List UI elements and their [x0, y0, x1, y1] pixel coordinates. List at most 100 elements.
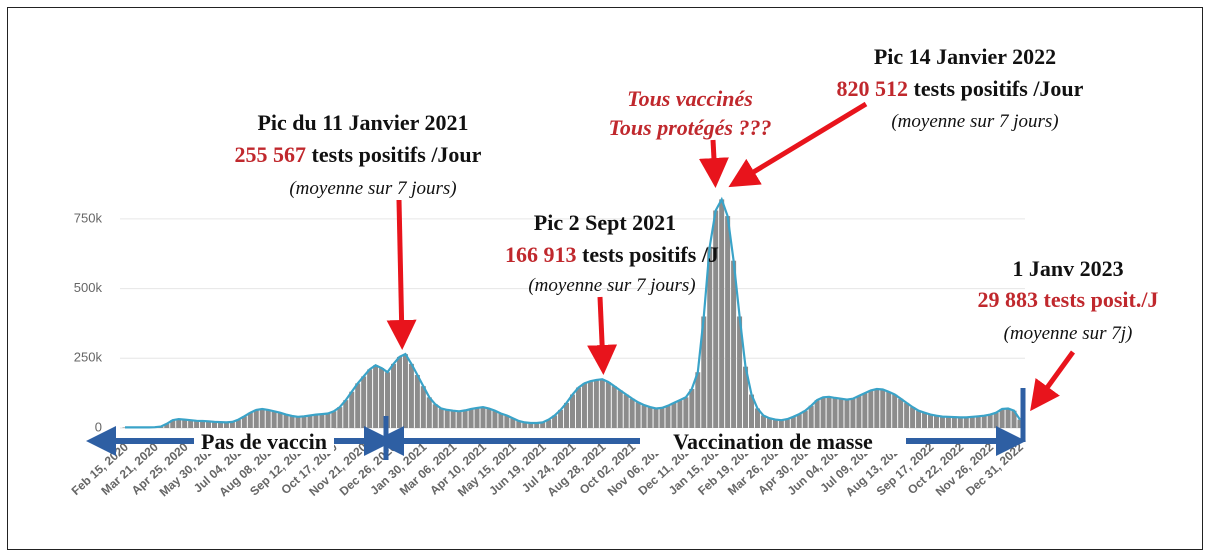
bar — [307, 415, 313, 428]
bar — [647, 407, 653, 428]
bar — [677, 400, 683, 428]
bar — [581, 383, 587, 428]
bar — [564, 402, 570, 428]
bar — [206, 421, 212, 428]
y-tick-label: 500k — [74, 280, 103, 295]
bar — [259, 409, 265, 428]
bar — [993, 412, 999, 428]
annotation-title: Pic 14 Janvier 2022 — [874, 44, 1056, 69]
bar — [641, 405, 647, 428]
bar — [528, 422, 534, 428]
bar — [868, 390, 874, 428]
bar — [534, 422, 540, 428]
bar — [385, 372, 391, 428]
bar — [361, 376, 367, 428]
bar — [176, 419, 182, 428]
bar — [271, 411, 277, 428]
frame — [7, 7, 1203, 550]
bar — [432, 404, 438, 428]
bar — [504, 415, 510, 428]
bar — [874, 388, 880, 428]
bar — [337, 407, 343, 428]
annotation-text: tests positifs /Jour — [914, 76, 1084, 101]
annotation-title: 1 Janv 2023 — [1012, 256, 1123, 281]
bar — [969, 416, 975, 428]
annotation-line: Tous vaccinés — [627, 86, 753, 111]
bar — [575, 387, 581, 428]
bar — [701, 316, 707, 428]
bar — [546, 419, 552, 428]
bar — [474, 407, 480, 428]
bar — [462, 410, 468, 428]
annotation-number: 255 567 — [235, 142, 307, 167]
bar — [253, 409, 259, 428]
bar — [623, 394, 629, 428]
bar — [325, 413, 331, 428]
bar — [862, 393, 868, 428]
bar — [456, 411, 462, 428]
bar — [170, 420, 176, 428]
bar — [182, 419, 188, 428]
bar — [516, 421, 522, 428]
bar — [599, 379, 605, 428]
bar — [331, 411, 337, 428]
annotation-line: 255 567 tests positifs /Jour — [235, 142, 482, 167]
bar — [671, 402, 677, 428]
bar — [886, 391, 892, 428]
annotation-line: 166 913 tests positifs /J — [505, 242, 719, 267]
bar — [898, 398, 904, 428]
y-tick-label: 0 — [95, 419, 102, 434]
bar — [319, 414, 325, 428]
average-line — [125, 196, 1021, 429]
annotation-title: Pic du 11 Janvier 2021 — [257, 110, 468, 135]
bar — [653, 408, 659, 428]
bar — [689, 388, 695, 428]
bar — [420, 386, 426, 428]
bar — [265, 409, 271, 428]
bar — [241, 416, 247, 428]
bar — [223, 422, 229, 428]
bar — [737, 316, 743, 428]
bar — [975, 416, 981, 428]
arrow — [386, 199, 417, 350]
bar — [922, 412, 928, 428]
bar — [856, 395, 862, 428]
bar — [444, 409, 450, 428]
annotation-number: 166 913 — [505, 242, 577, 267]
red-arrows — [386, 101, 1076, 412]
bar — [665, 405, 671, 428]
bar — [796, 414, 802, 428]
bar — [498, 413, 504, 428]
annotation-number: 29 883 tests posit./J — [978, 287, 1159, 312]
bar — [910, 407, 916, 428]
period-label: Pas de vaccin — [201, 429, 327, 454]
bar — [695, 372, 701, 428]
bar — [832, 397, 838, 428]
bar — [617, 390, 623, 428]
bar — [629, 398, 635, 428]
annotation-note: (moyenne sur 7j) — [1004, 323, 1133, 344]
bar — [229, 421, 235, 428]
bar — [343, 400, 349, 428]
bar — [778, 420, 784, 428]
bar — [408, 363, 414, 428]
bar — [748, 394, 755, 428]
bar — [957, 417, 963, 428]
bar — [313, 414, 319, 428]
annotation-line: Tous protégés ??? — [609, 115, 772, 140]
bar — [277, 412, 283, 428]
bar — [713, 210, 719, 428]
bar — [486, 408, 492, 428]
bar — [981, 415, 987, 428]
bar — [820, 397, 826, 428]
bar — [426, 397, 432, 428]
bar — [611, 386, 617, 428]
bar — [808, 405, 814, 428]
bar — [719, 199, 725, 428]
bar — [217, 422, 223, 428]
bar — [916, 410, 922, 428]
bar — [402, 354, 408, 428]
bar — [200, 421, 206, 428]
annotation-note: (moyenne sur 7 jours) — [528, 275, 695, 296]
bar — [558, 409, 564, 428]
